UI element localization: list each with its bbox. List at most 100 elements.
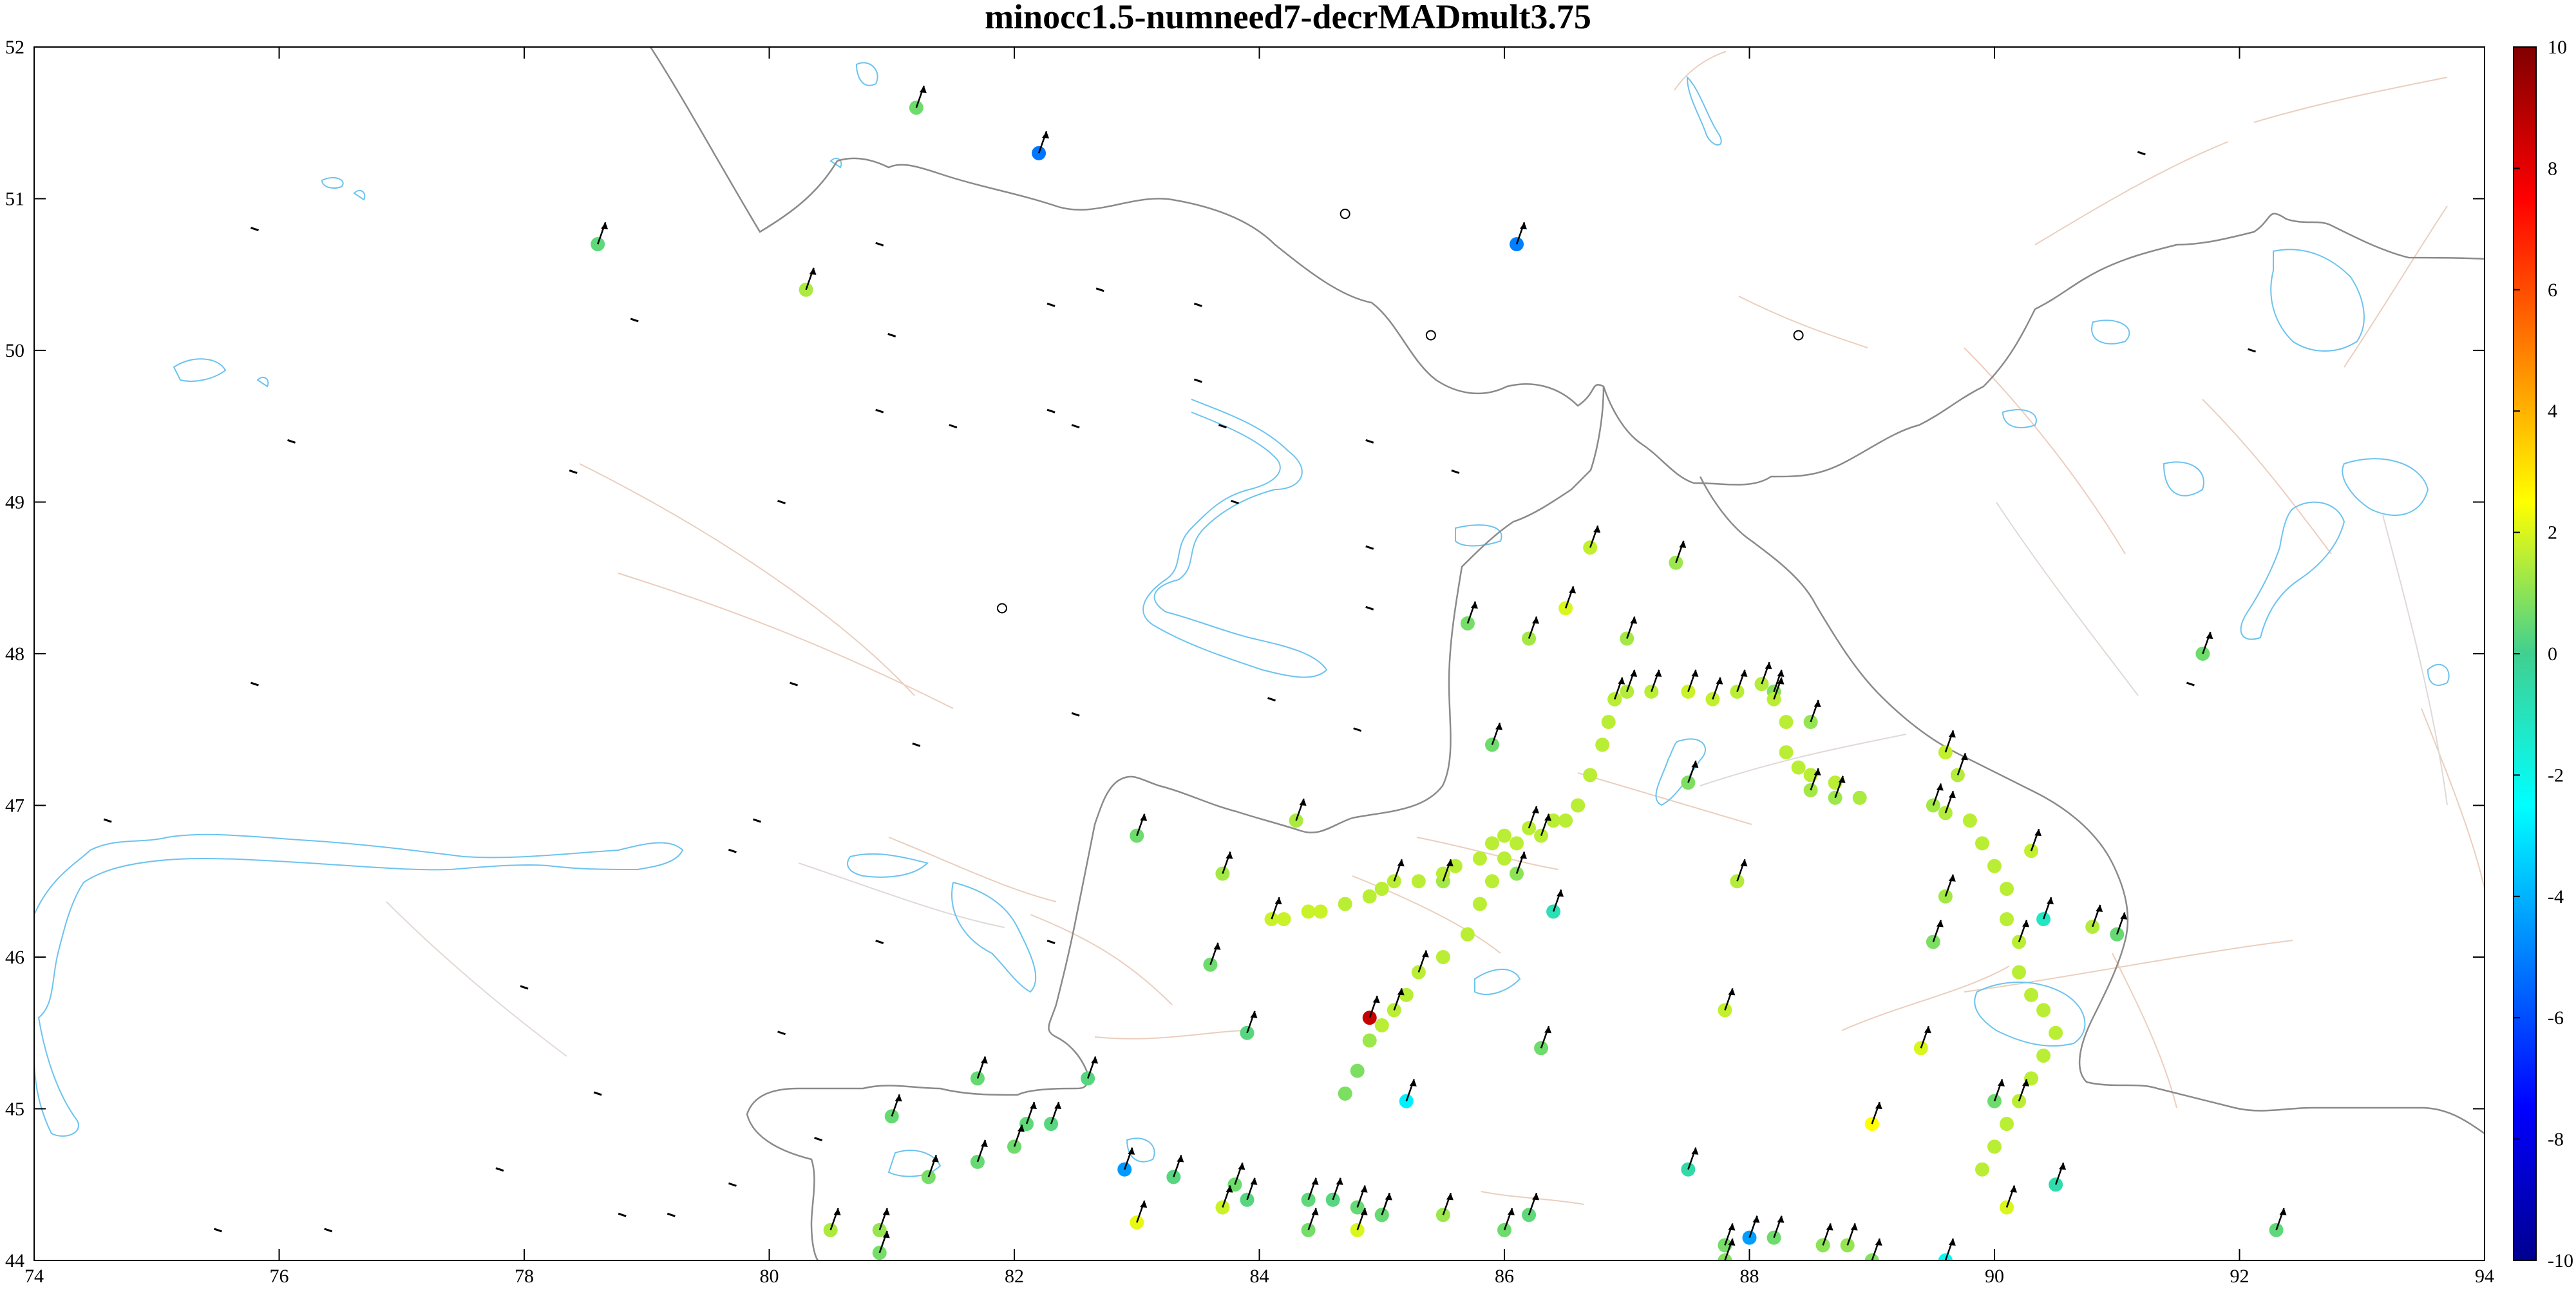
- error-ellipse: [1793, 330, 1804, 341]
- y-tick-label: 48: [5, 643, 24, 665]
- profile-point: [1558, 813, 1573, 828]
- small-velocity-arrow: [593, 1091, 602, 1096]
- profile-point: [2012, 965, 2027, 980]
- small-velocity-arrow: [887, 333, 896, 337]
- velocity-arrowhead: [882, 1208, 890, 1215]
- small-velocity-arrow: [875, 242, 884, 247]
- profile-point: [1435, 950, 1450, 964]
- x-tick-label: 92: [2230, 1266, 2249, 1287]
- colorbar-ticks: 10 8 6 4 2 0 -2 -4 -6 -8 -10: [2514, 37, 2573, 1271]
- x-tick-label: 86: [1495, 1266, 1514, 1287]
- small-velocity-arrow: [1193, 302, 1202, 307]
- velocity-arrowhead: [2120, 912, 2128, 920]
- error-ellipse: [996, 603, 1007, 614]
- fault-lines: [386, 51, 2485, 1205]
- velocity-arrowhead: [1520, 222, 1528, 230]
- profile-point: [1601, 714, 1616, 729]
- velocity-arrowhead: [1716, 677, 1723, 685]
- small-velocity-arrow: [1365, 605, 1374, 611]
- profile-point: [1484, 874, 1499, 889]
- velocity-arrowhead: [1238, 1163, 1245, 1170]
- velocity-arrowhead: [1875, 1102, 1882, 1110]
- small-velocity-arrow: [790, 681, 799, 687]
- velocity-arrowhead: [1960, 753, 1968, 761]
- small-velocity-arrow: [753, 818, 761, 823]
- velocity-arrowhead: [1924, 1026, 1931, 1034]
- velocity-arrowhead: [1421, 950, 1429, 958]
- velocity-arrowhead: [1691, 1147, 1699, 1155]
- velocity-arrows: [103, 85, 2287, 1260]
- profile-point: [1975, 1162, 1989, 1177]
- velocity-arrowhead: [1495, 723, 1502, 730]
- colorbar-tick-label: -8: [2548, 1129, 2564, 1150]
- profile-point: [2024, 1071, 2039, 1086]
- small-velocity-arrow: [1365, 545, 1374, 550]
- profile-point: [2000, 882, 2014, 897]
- velocity-arrowhead: [1397, 988, 1405, 996]
- y-tick-label: 50: [5, 340, 24, 361]
- velocity-arrowhead: [2034, 829, 2042, 837]
- velocity-arrowhead: [1299, 799, 1307, 806]
- lakes-and-coastlines: [34, 62, 2450, 1177]
- small-velocity-arrow: [1365, 439, 1374, 444]
- y-tick-label: 49: [5, 492, 24, 513]
- profile-point: [1987, 1139, 2002, 1154]
- velocity-arrowhead: [1226, 1185, 1233, 1193]
- velocity-arrowhead: [1372, 996, 1380, 1003]
- small-velocity-arrow: [728, 848, 737, 853]
- profile-point: [1571, 798, 1586, 813]
- velocity-arrowhead: [1385, 1193, 1392, 1201]
- small-velocity-arrow: [1071, 712, 1080, 717]
- profile-point: [2000, 912, 2014, 927]
- velocity-arrowhead: [1691, 669, 1699, 677]
- velocity-arrowhead: [1030, 1102, 1037, 1110]
- x-tick-label: 82: [1005, 1266, 1024, 1287]
- small-velocity-arrow: [1230, 500, 1239, 504]
- profile-point: [1313, 904, 1328, 919]
- small-velocity-arrow: [949, 424, 958, 429]
- small-velocity-arrow: [2248, 348, 2256, 353]
- small-velocity-arrow: [1267, 697, 1276, 702]
- y-tick-label: 46: [5, 947, 24, 968]
- profile-point: [1362, 889, 1377, 904]
- colorbar-tick-label: 4: [2548, 401, 2557, 422]
- station-point: [1864, 1253, 1879, 1260]
- profile-point: [1374, 1018, 1389, 1032]
- velocity-arrowhead: [1777, 669, 1785, 677]
- velocity-arrowhead: [1826, 1223, 1833, 1231]
- velocity-arrowhead: [1948, 1239, 1956, 1246]
- small-velocity-arrow: [1218, 424, 1227, 429]
- profile-point: [2036, 1003, 2051, 1018]
- small-velocity-arrow: [1071, 424, 1080, 429]
- velocity-arrowhead: [1128, 1147, 1135, 1155]
- small-velocity-arrow: [875, 940, 884, 944]
- profile-point: [1338, 897, 1352, 911]
- velocity-arrowhead: [1728, 988, 1736, 996]
- profile-point: [1595, 737, 1610, 752]
- small-velocity-arrow: [1095, 287, 1104, 292]
- small-velocity-arrow: [814, 1137, 823, 1142]
- colorbar-tick-label: -4: [2548, 886, 2564, 907]
- velocity-arrowhead: [2022, 920, 2030, 927]
- velocity-arrowhead: [1274, 897, 1282, 905]
- small-velocity-arrow: [667, 1212, 676, 1217]
- profile-point: [1338, 1086, 1352, 1101]
- velocity-arrowhead: [1814, 699, 1821, 707]
- profile-point: [1460, 927, 1475, 942]
- small-velocity-arrow: [2186, 681, 2195, 687]
- velocity-arrowhead: [1618, 677, 1625, 685]
- x-axis: 74 76 78 80 82 84 86 88 90 92 94: [24, 47, 2494, 1287]
- velocity-arrowhead: [1042, 131, 1050, 138]
- profile-point: [1362, 1033, 1377, 1048]
- profile-point: [2024, 987, 2039, 1002]
- velocity-arrowhead: [2059, 1163, 2067, 1170]
- profile-point: [1350, 1063, 1365, 1078]
- velocity-arrowhead: [1948, 791, 1956, 799]
- velocity-arrowhead: [601, 222, 609, 230]
- colorbar-tick-label: 8: [2548, 158, 2557, 179]
- profile-point: [1374, 882, 1389, 897]
- velocity-arrowhead: [1336, 1177, 1343, 1185]
- velocity-arrowhead: [2047, 897, 2054, 905]
- velocity-arrowhead: [1360, 1208, 1368, 1215]
